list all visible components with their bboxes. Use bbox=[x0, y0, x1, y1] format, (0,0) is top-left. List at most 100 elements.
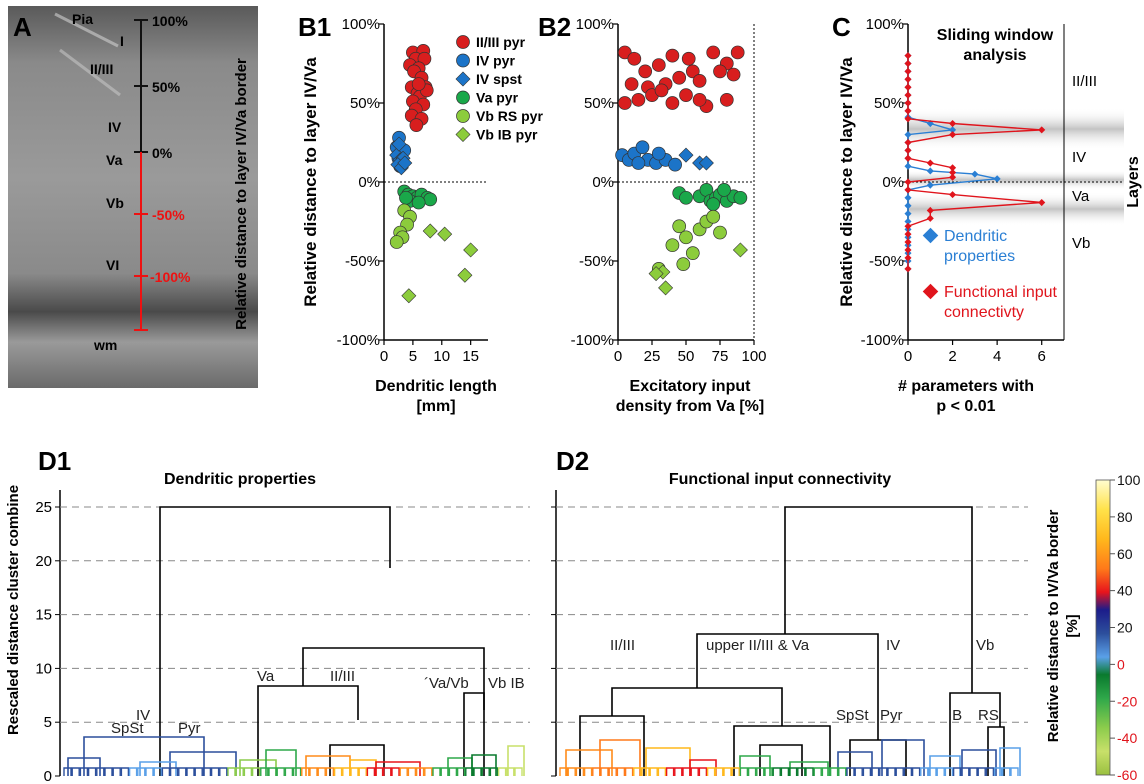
leaf bbox=[186, 767, 195, 776]
y-tick-label: -50% bbox=[869, 253, 904, 270]
data-point bbox=[411, 195, 426, 210]
y-tick-label: 10 bbox=[35, 660, 52, 677]
colorbar-tick-label: -60 bbox=[1117, 767, 1137, 783]
leaf bbox=[71, 767, 80, 776]
series-point bbox=[904, 99, 912, 107]
cluster-label: Vb bbox=[976, 637, 994, 654]
leaf bbox=[465, 767, 474, 776]
series-point bbox=[926, 214, 934, 222]
leaf bbox=[374, 767, 384, 776]
leaf bbox=[739, 767, 749, 776]
y-tick-label: 50% bbox=[874, 95, 904, 112]
data-point bbox=[617, 96, 632, 110]
cluster-label: SpSt bbox=[111, 720, 144, 737]
leaf bbox=[838, 767, 847, 776]
data-point bbox=[423, 192, 438, 207]
y-tick-label: 0% bbox=[882, 174, 904, 191]
leaf bbox=[473, 767, 482, 776]
merge bbox=[949, 692, 1001, 776]
legend: Dendritic properties Functional input co… bbox=[922, 227, 1058, 321]
electrode-2 bbox=[59, 48, 121, 97]
legend-label: properties bbox=[944, 248, 1015, 265]
merge bbox=[257, 685, 359, 776]
layers-label: Layers bbox=[1125, 156, 1142, 208]
colorbar-tick-label: -40 bbox=[1117, 730, 1137, 746]
leaf bbox=[432, 767, 441, 776]
data-point bbox=[437, 226, 453, 242]
panel-letter: D2 bbox=[556, 446, 589, 476]
leaf bbox=[317, 767, 326, 776]
series-point bbox=[904, 222, 912, 230]
leaf bbox=[251, 767, 261, 776]
colorbar-tick-label: -20 bbox=[1117, 693, 1137, 709]
leaf bbox=[178, 767, 187, 776]
leaf bbox=[63, 767, 72, 776]
leaf bbox=[592, 767, 601, 776]
cluster-label: IV bbox=[886, 637, 900, 654]
leaf bbox=[350, 767, 359, 776]
series-point bbox=[949, 168, 957, 177]
leaf bbox=[260, 767, 269, 776]
leaf bbox=[665, 767, 675, 776]
data-point bbox=[411, 77, 426, 91]
x-tick-label: 6 bbox=[1038, 348, 1046, 365]
layer-name: Vb bbox=[1072, 235, 1090, 252]
legend-label: IV pyr bbox=[476, 53, 515, 69]
data-point bbox=[389, 235, 404, 249]
data-point bbox=[648, 266, 664, 282]
x-tick-label: 75 bbox=[712, 348, 729, 365]
layer-name: IV bbox=[1072, 149, 1086, 166]
leaf bbox=[514, 767, 523, 776]
y-tick-label: 50% bbox=[350, 95, 380, 112]
x-axis-label-line1: Excitatory input bbox=[630, 378, 752, 395]
series-point bbox=[904, 83, 912, 91]
y-tick-label: -50% bbox=[579, 253, 614, 270]
series-point bbox=[904, 107, 912, 115]
leaf bbox=[383, 767, 392, 776]
electrode-1 bbox=[54, 12, 119, 48]
leaf bbox=[342, 767, 351, 776]
leaf bbox=[415, 767, 425, 776]
series-point bbox=[904, 138, 912, 147]
leaf bbox=[862, 767, 872, 776]
leaf bbox=[104, 767, 113, 776]
merge bbox=[67, 757, 101, 776]
data-point bbox=[706, 209, 721, 224]
data-point bbox=[624, 77, 639, 91]
leaf bbox=[1002, 767, 1011, 776]
series-point bbox=[904, 202, 912, 210]
y-tick-label: 25 bbox=[35, 499, 52, 516]
cluster-label: RS bbox=[978, 707, 999, 724]
x-tick-label: 15 bbox=[462, 348, 479, 365]
leaf bbox=[698, 767, 708, 776]
legend-marker bbox=[456, 90, 470, 105]
data-point bbox=[617, 45, 632, 60]
c-title-line2: analysis bbox=[963, 47, 1026, 64]
leaf bbox=[846, 767, 855, 776]
data-point bbox=[627, 51, 642, 66]
layer-name: II/III bbox=[1072, 73, 1097, 90]
data-point bbox=[681, 51, 696, 66]
scale-label-50: 50% bbox=[152, 79, 181, 95]
series-point bbox=[904, 210, 912, 218]
leaf bbox=[243, 767, 253, 776]
y-tick-label: 0% bbox=[358, 174, 380, 191]
panel-letter: B2 bbox=[538, 12, 571, 42]
data-point bbox=[717, 183, 731, 197]
legend-marker bbox=[456, 109, 470, 123]
data-point bbox=[713, 64, 727, 79]
merge bbox=[759, 744, 803, 776]
leaf bbox=[977, 767, 986, 776]
y-tick-label: 20 bbox=[35, 553, 52, 570]
merge bbox=[329, 744, 385, 776]
leaf bbox=[764, 767, 773, 776]
data-point bbox=[685, 246, 700, 260]
label-ii-iii: II/III bbox=[90, 61, 113, 77]
series-point bbox=[904, 186, 912, 194]
leaf bbox=[911, 767, 921, 776]
merge bbox=[565, 749, 613, 776]
leaf bbox=[797, 767, 806, 776]
leaf bbox=[969, 767, 978, 776]
label-wm: wm bbox=[93, 337, 117, 353]
leaf bbox=[575, 767, 585, 776]
